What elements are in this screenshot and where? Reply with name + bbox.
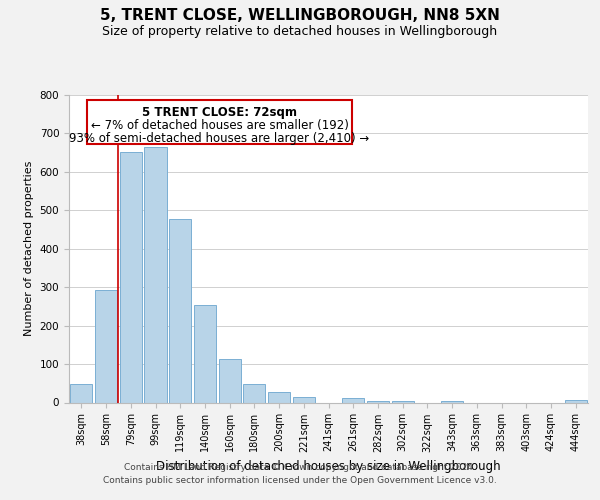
Bar — [565, 400, 587, 402]
Bar — [342, 398, 364, 402]
Bar — [392, 401, 414, 402]
Bar — [243, 384, 265, 402]
Text: 93% of semi-detached houses are larger (2,410) →: 93% of semi-detached houses are larger (… — [70, 132, 370, 144]
Bar — [218, 359, 241, 403]
Bar — [293, 397, 315, 402]
Text: 5 TRENT CLOSE: 72sqm: 5 TRENT CLOSE: 72sqm — [142, 106, 297, 119]
Text: Contains public sector information licensed under the Open Government Licence v3: Contains public sector information licen… — [103, 476, 497, 485]
Bar — [169, 219, 191, 402]
Bar — [145, 147, 167, 403]
Bar — [95, 290, 117, 403]
Bar — [194, 306, 216, 402]
Text: Size of property relative to detached houses in Wellingborough: Size of property relative to detached ho… — [103, 25, 497, 38]
Bar — [70, 384, 92, 402]
X-axis label: Distribution of detached houses by size in Wellingborough: Distribution of detached houses by size … — [156, 460, 501, 473]
FancyBboxPatch shape — [87, 100, 352, 144]
Bar — [119, 152, 142, 403]
Bar — [268, 392, 290, 402]
Y-axis label: Number of detached properties: Number of detached properties — [24, 161, 34, 336]
Text: 5, TRENT CLOSE, WELLINGBOROUGH, NN8 5XN: 5, TRENT CLOSE, WELLINGBOROUGH, NN8 5XN — [100, 8, 500, 22]
Text: Contains HM Land Registry data © Crown copyright and database right 2024.: Contains HM Land Registry data © Crown c… — [124, 462, 476, 471]
Text: ← 7% of detached houses are smaller (192): ← 7% of detached houses are smaller (192… — [91, 118, 349, 132]
Bar — [441, 400, 463, 402]
